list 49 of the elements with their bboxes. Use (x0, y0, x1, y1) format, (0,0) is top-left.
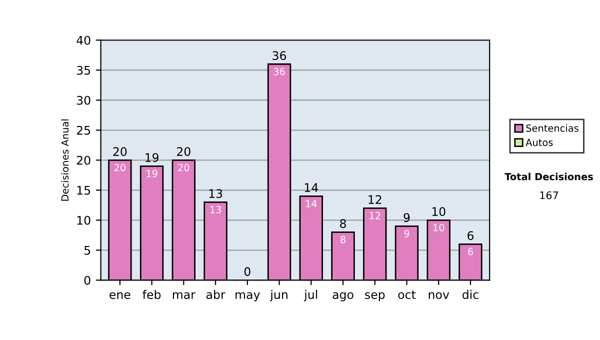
x-tick-label: dic (462, 290, 478, 300)
total-label: 12 (368, 195, 382, 204)
data-label: 20 (114, 164, 126, 172)
x-tick-label: abr (206, 290, 226, 300)
data-label: 8 (340, 236, 346, 244)
y-tick-label: 10 (77, 216, 90, 225)
x-tick-label: sep (365, 292, 385, 302)
data-label: 14 (306, 200, 317, 208)
total-label: 36 (272, 51, 286, 60)
x-tick-label: jun (270, 290, 288, 302)
total-label: 13 (209, 189, 222, 198)
data-label: 6 (468, 248, 473, 256)
x-tick-label: oct (398, 290, 416, 300)
total-label: 8 (340, 219, 346, 228)
y-tick-label: 40 (76, 36, 90, 45)
x-tick-label: ene (110, 292, 130, 300)
y-tick-label: 35 (76, 66, 90, 75)
total-label: 9 (404, 213, 410, 222)
data-label: 12 (370, 212, 380, 220)
text: 167 (540, 191, 558, 200)
data-label: 36 (274, 68, 285, 76)
x-tick-label: feb (142, 290, 161, 300)
total-label: 14 (304, 183, 318, 192)
y-tick-label: 5 (84, 246, 90, 255)
text: Total Decisiones (504, 172, 593, 180)
x-tick-label: ago (332, 292, 354, 302)
data-label: 19 (146, 170, 158, 178)
data-label: 10 (433, 224, 444, 232)
x-tick-label: may (236, 292, 260, 302)
x-tick-label: jul (304, 290, 318, 302)
total-label: 19 (146, 153, 158, 162)
y-tick-label: 20 (76, 156, 90, 165)
total-label: 20 (177, 147, 190, 156)
legend-label: Autos (526, 138, 553, 146)
total-label: 10 (432, 207, 446, 216)
x-tick-label: mar (172, 292, 196, 300)
y-tick-label: 25 (76, 126, 90, 135)
data-label: 13 (210, 206, 221, 214)
legend-label: Sentencias (526, 124, 578, 132)
data-label: 9 (404, 230, 410, 238)
x-tick-label: nov (428, 292, 450, 300)
y-tick-label: 15 (77, 186, 90, 195)
total-label: 6 (468, 231, 474, 240)
total-label: 20 (113, 147, 127, 156)
y-tick-label: 0 (84, 276, 90, 285)
data-label: 20 (178, 164, 190, 172)
y-axis-title: Decisiones Anual (61, 119, 69, 201)
total-label: 0 (244, 267, 250, 276)
y-tick-label: 30 (76, 96, 90, 105)
